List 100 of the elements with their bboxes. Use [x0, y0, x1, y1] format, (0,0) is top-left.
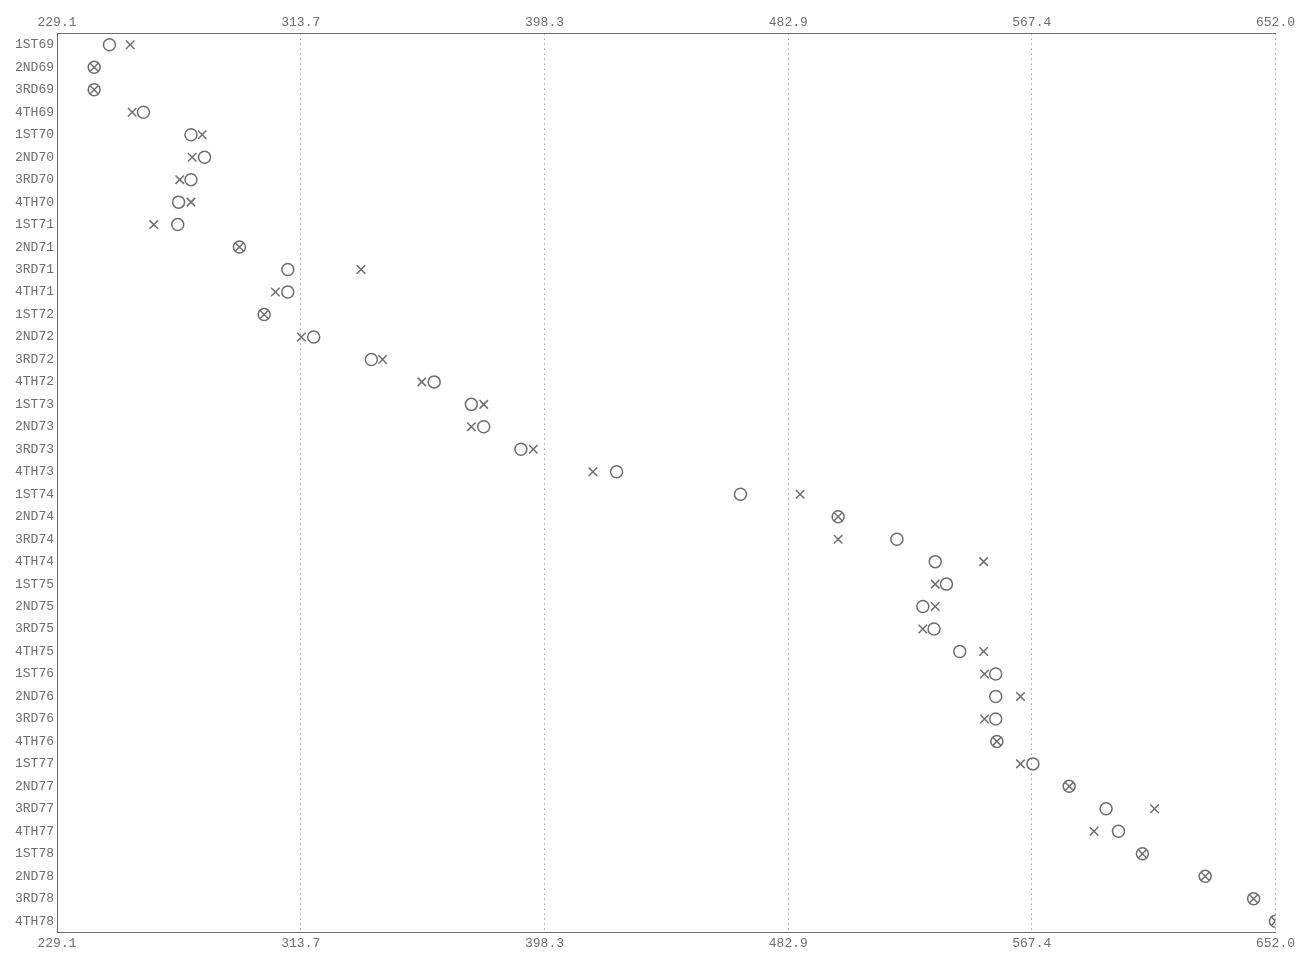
y-tick-label: 1ST74 — [14, 486, 55, 502]
y-tick-label: 1ST73 — [14, 396, 55, 412]
y-tick-label: 1ST75 — [14, 576, 55, 592]
y-tick-label: 3RD72 — [14, 351, 55, 367]
x-tick-label: 482.9 — [768, 15, 808, 31]
x2-tick-label: 398.3 — [525, 935, 565, 951]
point — [174, 174, 185, 185]
y-tick-label: 4TH75 — [14, 643, 55, 659]
y-tick-label: 2ND71 — [14, 239, 55, 255]
point — [187, 152, 198, 163]
point — [930, 579, 941, 590]
y-tick-label: 4TH71 — [14, 284, 55, 300]
y-tick-label: 3RD78 — [14, 891, 55, 907]
y-tick-label: 3RD74 — [14, 531, 55, 547]
point — [1099, 802, 1113, 816]
x2-tick-label: 482.9 — [768, 935, 808, 951]
point — [733, 487, 748, 501]
point — [587, 466, 598, 477]
point — [377, 354, 388, 365]
point — [528, 444, 539, 455]
point — [916, 599, 930, 614]
point — [1111, 824, 1126, 839]
point — [296, 331, 307, 342]
x2-tick-label: 652.0 — [1255, 935, 1295, 951]
point — [364, 352, 379, 367]
point — [952, 644, 967, 659]
point — [988, 712, 1003, 726]
point — [978, 556, 989, 567]
point — [281, 285, 295, 299]
point — [125, 39, 136, 50]
x2-tick-label: 229.1 — [37, 935, 77, 951]
y-tick-label: 4TH76 — [14, 733, 55, 749]
y-tick-label: 2ND76 — [14, 688, 55, 704]
point — [281, 262, 295, 277]
x-tick-label: 229.1 — [37, 15, 77, 31]
y-tick-label: 1ST69 — [14, 37, 55, 53]
y-tick-label: 1ST76 — [14, 666, 55, 682]
point — [1088, 826, 1099, 837]
y-tick-label: 2ND78 — [14, 868, 55, 884]
x-tick-label: 398.3 — [525, 15, 565, 31]
y-tick-label: 1ST77 — [14, 756, 55, 772]
y-tick-label: 4TH77 — [14, 823, 55, 839]
point — [478, 399, 489, 410]
point — [833, 534, 844, 545]
point — [795, 489, 806, 500]
point — [930, 601, 941, 612]
point — [185, 197, 196, 208]
point — [890, 532, 904, 546]
y-tick-label: 3RD71 — [14, 261, 55, 277]
point — [939, 577, 954, 591]
point — [978, 646, 989, 657]
point — [102, 38, 117, 52]
point — [1015, 758, 1026, 769]
y-tick-label: 3RD70 — [14, 172, 55, 188]
point — [171, 195, 186, 209]
point — [306, 330, 321, 344]
y-tick-label: 3RD69 — [14, 82, 55, 98]
y-tick-label: 2ND72 — [14, 329, 55, 345]
point — [136, 105, 151, 119]
point — [197, 150, 212, 164]
point — [184, 127, 198, 142]
y-tick-label: 2ND73 — [14, 419, 55, 435]
point — [466, 421, 477, 432]
y-tick-label: 1ST72 — [14, 306, 55, 322]
y-tick-label: 4TH78 — [14, 913, 55, 929]
y-tick-label: 2ND69 — [14, 59, 55, 75]
x-tick-label: 567.4 — [1012, 15, 1052, 31]
point — [427, 375, 441, 389]
point — [270, 287, 281, 297]
y-tick-label: 4TH73 — [14, 464, 55, 480]
y-tick-label: 2ND74 — [14, 509, 55, 525]
point — [416, 376, 427, 387]
point — [927, 622, 941, 636]
x-tick-label: 652.0 — [1255, 15, 1295, 31]
point — [609, 465, 624, 479]
point — [464, 397, 479, 412]
point — [1149, 803, 1160, 814]
x2-tick-label: 567.4 — [1012, 935, 1052, 951]
y-tick-label: 4TH72 — [14, 374, 55, 390]
y-tick-label: 1ST71 — [14, 217, 55, 233]
point — [355, 264, 366, 275]
y-tick-label: 3RD75 — [14, 621, 55, 637]
point — [917, 624, 928, 635]
x2-tick-label: 313.7 — [281, 935, 321, 951]
y-tick-label: 3RD76 — [14, 711, 55, 727]
point — [979, 713, 990, 724]
y-tick-label: 4TH74 — [14, 554, 55, 570]
y-tick-label: 4TH70 — [14, 194, 55, 210]
point — [127, 107, 138, 118]
y-tick-label: 3RD77 — [14, 801, 55, 817]
point — [988, 689, 1003, 704]
y-tick-label: 3RD73 — [14, 441, 55, 457]
point — [148, 219, 159, 230]
point — [1026, 757, 1040, 771]
point — [514, 442, 528, 457]
y-tick-label: 2ND75 — [14, 599, 55, 615]
y-tick-label: 4TH69 — [14, 104, 55, 120]
point — [928, 554, 942, 569]
y-tick-label: 1ST78 — [14, 846, 55, 862]
point — [1015, 691, 1026, 702]
